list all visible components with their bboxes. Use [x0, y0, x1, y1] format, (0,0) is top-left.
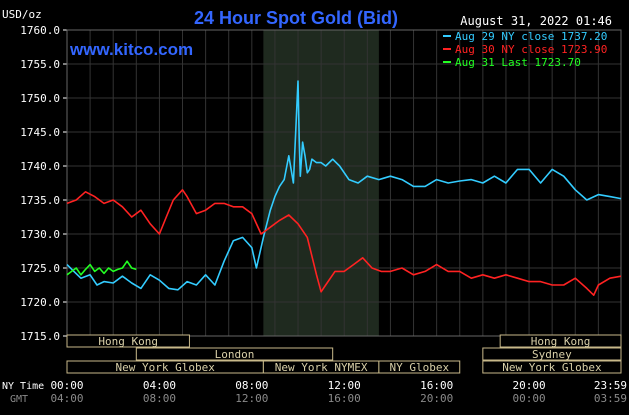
- y-tick-label: 1730.0: [20, 228, 60, 241]
- session-bar: [66, 334, 190, 348]
- series-lines: [66, 80, 622, 297]
- session-label: Sydney: [532, 348, 572, 361]
- x-tick-label-ny: 23:59: [594, 379, 627, 392]
- y-tick-label: 1740.0: [20, 160, 60, 173]
- series-line: [66, 260, 137, 276]
- session-bar: [378, 360, 461, 374]
- session-bar: [499, 334, 622, 348]
- x-tick-label-gmt: 03:59: [594, 392, 627, 405]
- x-tick-label-gmt: 08:00: [143, 392, 176, 405]
- x-tick-label-gmt: 04:00: [50, 392, 83, 405]
- x-tick-label-ny: 00:00: [50, 379, 83, 392]
- x-tick-label-ny: 04:00: [143, 379, 176, 392]
- plot-frame: [66, 29, 622, 337]
- legend-entry: Aug 31 Last 1723.70: [455, 56, 581, 69]
- session-bar: [482, 360, 622, 374]
- session-label: NY Globex: [390, 361, 450, 374]
- series-line: [66, 80, 622, 291]
- y-tick-label: 1715.0: [20, 330, 60, 343]
- session-bar: [135, 347, 334, 361]
- session-label: Hong Kong: [98, 335, 158, 348]
- x-tick-label-gmt: 00:00: [512, 392, 545, 405]
- x-tick-label-gmt: 20:00: [420, 392, 453, 405]
- session-bar: [482, 347, 622, 361]
- x-tick-label-ny: 20:00: [512, 379, 545, 392]
- x-tick-label-ny: 16:00: [420, 379, 453, 392]
- x-tick-label-ny: 08:00: [235, 379, 268, 392]
- y-tick-labels: 1715.0 1720.0 1725.0 1730.0 1735.0 1740.0 1745…: [20, 24, 60, 343]
- y-tick-label: 1760.0: [20, 24, 60, 37]
- session-label: London: [215, 348, 255, 361]
- x-tick-labels: 00:00 04:00 08:00 12:00 16:00 20:00 23:5904:00…: [50, 379, 627, 405]
- gmt-row-label: GMT: [10, 394, 28, 405]
- x-tick-label-gmt: 12:00: [235, 392, 268, 405]
- y-tick-label: 1735.0: [20, 194, 60, 207]
- y-tick-label: 1725.0: [20, 262, 60, 275]
- session-label: New York NYMEX: [275, 361, 368, 374]
- y-tick-label: 1745.0: [20, 126, 60, 139]
- x-tick-label-ny: 12:00: [328, 379, 361, 392]
- session-label: Hong Kong: [531, 335, 591, 348]
- website-label[interactable]: www.kitco.com: [69, 40, 193, 59]
- y-tick-label: 1755.0: [20, 58, 60, 71]
- x-tick-label-gmt: 16:00: [328, 392, 361, 405]
- y-tick-label: 1750.0: [20, 92, 60, 105]
- y-tick-label: 1720.0: [20, 296, 60, 309]
- legend-entry: Aug 29 NY close 1737.20: [455, 30, 607, 43]
- session-label: New York Globex: [502, 361, 602, 374]
- chart-title: 24 Hour Spot Gold (Bid): [194, 8, 398, 28]
- legend-entry: Aug 30 NY close 1723.90: [455, 43, 607, 56]
- series-line: [66, 189, 622, 297]
- ny-time-row-label: NY Time: [2, 381, 44, 392]
- unit-label: USD/oz: [2, 8, 42, 21]
- timestamp: August 31, 2022 01:46: [460, 14, 612, 28]
- session-label: New York Globex: [116, 361, 216, 374]
